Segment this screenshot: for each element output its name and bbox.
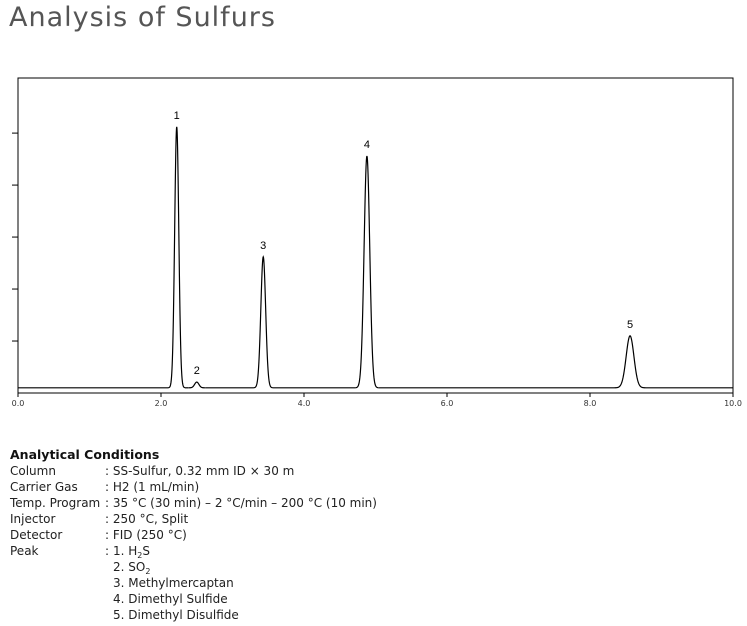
peak-item: 4. Dimethyl Sulfide [113, 592, 228, 606]
peak-item-sub: 2 [145, 567, 150, 576]
x-tick-label: 8.0 [584, 399, 597, 408]
page-title: Analysis of Sulfurs [9, 2, 276, 33]
condition-value: : H2 (1 mL/min) [105, 480, 199, 494]
condition-value: : SS-Sulfur, 0.32 mm ID × 30 m [105, 464, 294, 478]
peak-label: 3 [260, 240, 266, 252]
condition-label: Temp. Program [9, 496, 100, 510]
peak-label: 5 [627, 319, 633, 331]
x-tick-label: 0.0 [12, 399, 25, 408]
peak-item-tail: S [142, 544, 150, 558]
peak [614, 335, 646, 389]
peak-item: 2. SO2 [113, 560, 150, 576]
condition-label: Detector [10, 528, 62, 542]
peak-item: 1. H2S [113, 544, 150, 560]
peak-item: 5. Dimethyl Disulfide [113, 608, 239, 622]
peak [168, 126, 186, 389]
x-tick-label: 4.0 [298, 399, 311, 408]
x-tick-label: 10.0 [724, 399, 742, 408]
peak-item-text: 1. H [113, 544, 137, 558]
conditions-heading: Analytical Conditions [10, 447, 159, 462]
peak-item-sub: 2 [137, 551, 142, 560]
condition-colon: : [105, 544, 109, 558]
condition-value: : FID (250 °C) [105, 528, 187, 542]
condition-label: Carrier Gas [10, 480, 78, 494]
peak [355, 155, 379, 389]
peak-item: 3. Methylmercaptan [113, 576, 234, 590]
peak-label: 2 [194, 365, 200, 377]
condition-label: Injector [10, 512, 56, 526]
peak-label: 1 [174, 110, 180, 122]
condition-label: Column [10, 464, 56, 478]
condition-label: Peak [10, 544, 39, 558]
condition-value: : 35 °C (30 min) – 2 °C/min – 200 °C (10… [105, 496, 377, 510]
peak [188, 381, 206, 389]
x-tick-label: 6.0 [441, 399, 454, 408]
peak-item-text: 4. Dimethyl Sulfide [113, 592, 228, 606]
peak-item-text: 5. Dimethyl Disulfide [113, 608, 239, 622]
condition-value: : 250 °C, Split [105, 512, 188, 526]
x-tick-label: 2.0 [155, 399, 168, 408]
plot-frame [17, 77, 734, 394]
peak-label: 4 [364, 139, 370, 151]
peak [253, 255, 273, 389]
peak-item-text: 3. Methylmercaptan [113, 576, 234, 590]
peak-item-text: 2. SO [113, 560, 145, 574]
